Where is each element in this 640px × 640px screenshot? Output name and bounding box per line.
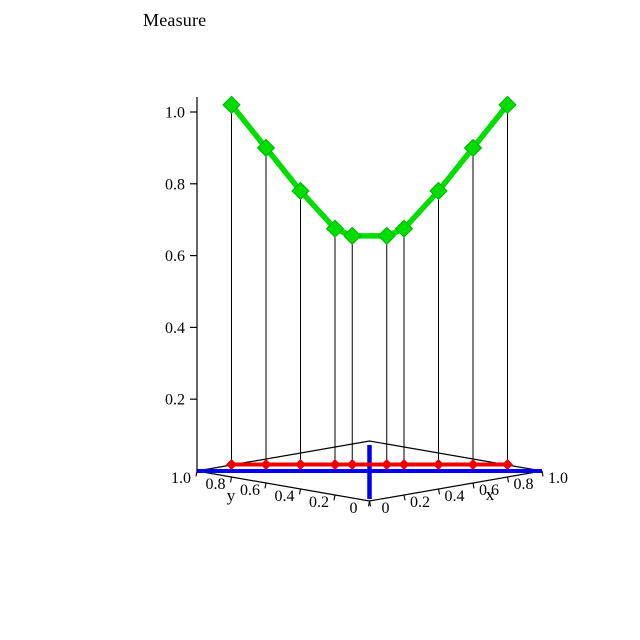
y-axis-tick-label: 0.2: [309, 494, 329, 511]
measure-curve-line: [229, 103, 510, 239]
measure-curve-marker: [377, 226, 396, 246]
x-axis-tick-label: 1.0: [548, 470, 568, 487]
y-axis-tick-label: 0.8: [206, 476, 226, 493]
x-axis-tick-label: 0.2: [410, 494, 430, 511]
x-axis-label: x: [486, 485, 495, 504]
projection-marker: [346, 459, 358, 470]
y-axis-label: y: [227, 486, 236, 505]
z-axis-tick-label: 0.6: [165, 248, 185, 265]
projection-marker: [433, 459, 444, 470]
projection-marker: [329, 459, 341, 470]
x-axis-tick-label: 0: [382, 500, 390, 517]
projection-marker: [398, 459, 410, 470]
projection-marker: [295, 459, 306, 470]
z-axis-tick-label: 1.0: [165, 105, 185, 122]
x-axis-tick: [403, 494, 406, 501]
y-axis-tick: [298, 488, 302, 495]
measure-curve-marker: [498, 95, 517, 115]
projection-marker: [226, 459, 237, 470]
y-axis-tick-label: 1.0: [171, 470, 191, 487]
z-axis-tick-label: 0.4: [165, 320, 185, 337]
y-axis-tick: [229, 476, 233, 483]
measure-curve-marker: [291, 181, 310, 201]
y-axis-tick: [333, 494, 336, 501]
x-axis-tick: [506, 476, 510, 483]
z-axis-tick-label: 0.8: [165, 176, 185, 193]
measure-curve-marker: [394, 219, 414, 238]
x-axis-tick-label: 0.8: [514, 476, 534, 493]
projection-marker: [260, 459, 272, 470]
y-axis-tick: [195, 470, 198, 477]
measure-curve-marker: [256, 138, 276, 158]
y-axis-tick-label: 0.6: [240, 482, 260, 499]
measure-curve-marker: [343, 226, 362, 246]
x-axis-tick: [541, 470, 544, 477]
y-axis-tick-label: 0.4: [275, 488, 295, 505]
x-axis-tick-label: 0.4: [445, 488, 465, 505]
projection-marker: [467, 459, 479, 470]
x-axis-tick: [368, 500, 372, 507]
projection-marker: [381, 459, 393, 470]
x-axis-tick: [472, 482, 475, 489]
measure-curve-marker: [325, 219, 345, 238]
y-axis-tick: [264, 482, 267, 489]
x-axis-tick: [437, 488, 441, 495]
x-axis-tick-label: 0.6: [479, 482, 499, 499]
measure-curve-marker: [222, 95, 241, 115]
measure-curve-marker: [429, 181, 448, 201]
z-axis-tick-label: 0.2: [165, 392, 185, 409]
measure-curve-marker: [463, 138, 483, 158]
y-axis-tick-label: 0: [350, 500, 358, 517]
projection-marker: [502, 459, 513, 470]
plot-title: Measure: [143, 10, 207, 30]
